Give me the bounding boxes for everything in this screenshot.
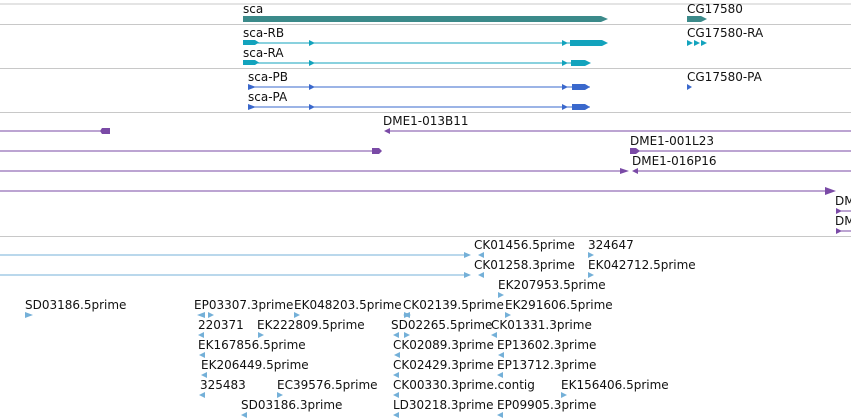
- protein-glyph-sca-pa[interactable]: [248, 104, 590, 110]
- transcript-glyph-cg17580-ra[interactable]: [687, 40, 707, 46]
- clone-glyph-dme1-013b11[interactable]: [384, 128, 851, 134]
- est-label-ek222809-5prime[interactable]: EK222809.5prime: [257, 318, 365, 332]
- est-label-sd03186-3prime[interactable]: SD03186.3prime: [241, 398, 343, 412]
- est-glyph-ck02429-3prime[interactable]: [393, 372, 399, 378]
- gene-label-sca[interactable]: sca: [243, 2, 264, 16]
- clone-glyph-dme1-016p16[interactable]: [632, 168, 851, 174]
- clone-glyph[interactable]: [836, 208, 851, 214]
- est-glyph-ep09905-3prime[interactable]: [497, 412, 503, 418]
- est-label-325483[interactable]: 325483: [200, 378, 246, 392]
- track-divider: [0, 24, 851, 25]
- track-divider: [0, 68, 851, 69]
- est-glyph-220371[interactable]: [198, 332, 204, 338]
- est-label-324647[interactable]: 324647: [588, 238, 634, 252]
- clone-glyph[interactable]: [0, 187, 836, 195]
- est-glyph-ep13712-3prime[interactable]: [497, 372, 503, 378]
- est-label-ep13712-3prime[interactable]: EP13712.3prime: [497, 358, 597, 372]
- est-glyph-ck02089-3prime[interactable]: [394, 352, 400, 358]
- est-glyph-ek222809-5prime[interactable]: [258, 332, 264, 338]
- est-glyph-ek167856-5prime[interactable]: [199, 352, 205, 358]
- est-glyph-sd03186-3prime[interactable]: [241, 412, 247, 418]
- est-glyph-ck00330-3prime-contig[interactable]: [393, 392, 399, 398]
- clone-label-dm[interactable]: DM: [835, 194, 851, 208]
- protein-label-sca-pb[interactable]: sca-PB: [248, 70, 289, 84]
- gene-glyph-cg17580[interactable]: [687, 16, 707, 22]
- clone-label-dme1-013b11[interactable]: DME1-013B11: [383, 114, 469, 128]
- clone-glyph[interactable]: [836, 228, 851, 234]
- transcript-label-cg17580-ra[interactable]: CG17580-RA: [687, 26, 764, 40]
- est-label-sd03186-5prime[interactable]: SD03186.5prime: [25, 298, 127, 312]
- est-label-ck02139-5prime[interactable]: CK02139.5prime: [403, 298, 504, 312]
- est-glyph-ek206449-5prime[interactable]: [201, 372, 207, 378]
- transcript-label-sca-rb[interactable]: sca-RB: [243, 26, 285, 40]
- est-label-ek206449-5prime[interactable]: EK206449.5prime: [201, 358, 309, 372]
- est-label-ec39576-5prime[interactable]: EC39576.5prime: [277, 378, 378, 392]
- est-glyph-ek207953-5prime[interactable]: [498, 292, 504, 298]
- est-glyph-ep13602-3prime[interactable]: [498, 352, 504, 358]
- gene-glyph-sca[interactable]: [243, 16, 608, 22]
- est-label-ek156406-5prime[interactable]: EK156406.5prime: [561, 378, 669, 392]
- est-glyph-ld30218-3prime[interactable]: [393, 412, 399, 418]
- track-divider: [0, 112, 851, 113]
- est-glyph-324647[interactable]: [588, 252, 594, 258]
- est-label-ld30218-3prime[interactable]: LD30218.3prime: [393, 398, 494, 412]
- track-divider: [0, 236, 851, 237]
- est-glyph-ck01331-3prime[interactable]: [491, 332, 497, 338]
- est-label-ek048203-5prime[interactable]: EK048203.5prime: [294, 298, 402, 312]
- est-glyph-ck02139-5prime[interactable]: [403, 312, 411, 318]
- est-label-220371[interactable]: 220371: [198, 318, 244, 332]
- est-label-ep09905-3prime[interactable]: EP09905.3prime: [497, 398, 597, 412]
- est-glyph-ep03307-3prime[interactable]: [197, 312, 214, 318]
- est-glyph-ck01456-5prime[interactable]: [0, 252, 484, 258]
- clone-glyph-dme1-001l23[interactable]: [630, 148, 851, 154]
- est-glyph-ek042712-5prime[interactable]: [588, 272, 594, 278]
- clone-label-dme1-016p16[interactable]: DME1-016P16: [632, 154, 717, 168]
- clone-glyph[interactable]: [0, 168, 629, 174]
- est-label-ep03307-3prime[interactable]: EP03307.3prime: [194, 298, 294, 312]
- est-label-ck02429-3prime[interactable]: CK02429.3prime: [393, 358, 494, 372]
- gene-label-cg17580[interactable]: CG17580: [687, 2, 743, 16]
- est-label-ck01258-3prime[interactable]: CK01258.3prime: [474, 258, 575, 272]
- clone-label-dme1-001l23[interactable]: DME1-001L23: [630, 134, 714, 148]
- est-glyph-ck01258-3prime[interactable]: [0, 272, 484, 278]
- transcript-label-sca-ra[interactable]: sca-RA: [243, 46, 284, 60]
- est-glyph-ek291606-5prime[interactable]: [505, 312, 511, 318]
- est-label-ck01331-3prime[interactable]: CK01331.3prime: [491, 318, 592, 332]
- est-label-ek042712-5prime[interactable]: EK042712.5prime: [588, 258, 696, 272]
- transcript-glyph-sca-ra[interactable]: [243, 60, 591, 66]
- est-label-ck01456-5prime[interactable]: CK01456.5prime: [474, 238, 575, 252]
- est-glyph-ek156406-5prime[interactable]: [561, 392, 567, 398]
- est-glyph-sd02265-5prime[interactable]: [393, 332, 410, 338]
- clone-glyph[interactable]: [0, 148, 382, 154]
- protein-label-sca-pa[interactable]: sca-PA: [248, 90, 288, 104]
- transcript-glyph-sca-rb[interactable]: [243, 40, 608, 46]
- est-label-ek291606-5prime[interactable]: EK291606.5prime: [505, 298, 613, 312]
- est-label-ep13602-3prime[interactable]: EP13602.3prime: [497, 338, 597, 352]
- clone-glyph[interactable]: [0, 128, 110, 134]
- clone-label-dm[interactable]: DM: [835, 214, 851, 228]
- est-label-ek207953-5prime[interactable]: EK207953.5prime: [498, 278, 606, 292]
- est-glyph-325483[interactable]: [199, 392, 205, 398]
- est-label-ck00330-3prime-contig[interactable]: CK00330.3prime.contig: [393, 378, 535, 392]
- protein-glyph-sca-pb[interactable]: [248, 84, 590, 90]
- est-glyph-sd03186-5prime[interactable]: [25, 312, 33, 318]
- est-label-sd02265-5prime[interactable]: SD02265.5prime: [391, 318, 493, 332]
- est-glyph-ec39576-5prime[interactable]: [277, 392, 283, 398]
- est-glyph-ek048203-5prime[interactable]: [294, 312, 300, 318]
- protein-label-cg17580-pa[interactable]: CG17580-PA: [687, 70, 762, 84]
- est-label-ek167856-5prime[interactable]: EK167856.5prime: [198, 338, 306, 352]
- protein-glyph-cg17580-pa[interactable]: [687, 84, 692, 90]
- est-label-ck02089-3prime[interactable]: CK02089.3prime: [393, 338, 494, 352]
